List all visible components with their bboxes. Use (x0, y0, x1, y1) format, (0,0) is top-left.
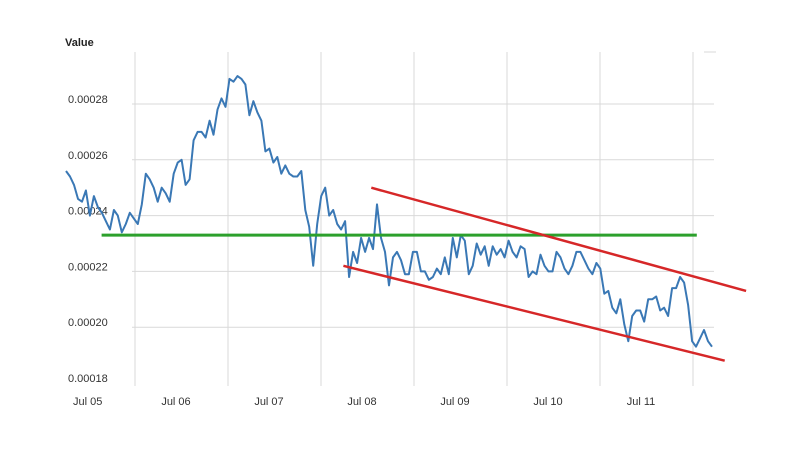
y-tick-label: 0.00020 (68, 317, 108, 329)
y-tick-label: 0.00028 (68, 94, 108, 106)
y-tick-label: 0.00018 (68, 373, 108, 385)
y-axis-ticks: 0.000180.000200.000220.000240.000260.000… (68, 94, 108, 385)
y-tick-label: 0.00022 (68, 261, 108, 273)
series-line (65, 75, 713, 348)
channel-trend-line (343, 264, 726, 362)
channel-trend-line (370, 186, 747, 293)
series-layer (65, 75, 713, 348)
x-tick-label: Jul 11 (627, 396, 656, 408)
x-axis-ticks: Jul 05 Jul 06 Jul 07 Jul 08 Jul 09 Jul 10 Jul … (73, 396, 655, 408)
x-tick-label: Jul 06 (161, 396, 190, 408)
x-tick-label: Jul 07 (254, 396, 283, 408)
x-tick-label: Jul 08 (347, 396, 376, 408)
x-tick-label: Jul 05 (73, 396, 102, 408)
y-axis-title: Value (65, 37, 94, 49)
annotations (101, 186, 747, 362)
y-tick-label: 0.00026 (68, 150, 108, 162)
x-tick-label: Jul 09 (440, 396, 469, 408)
x-tick-label: Jul 10 (533, 396, 562, 408)
